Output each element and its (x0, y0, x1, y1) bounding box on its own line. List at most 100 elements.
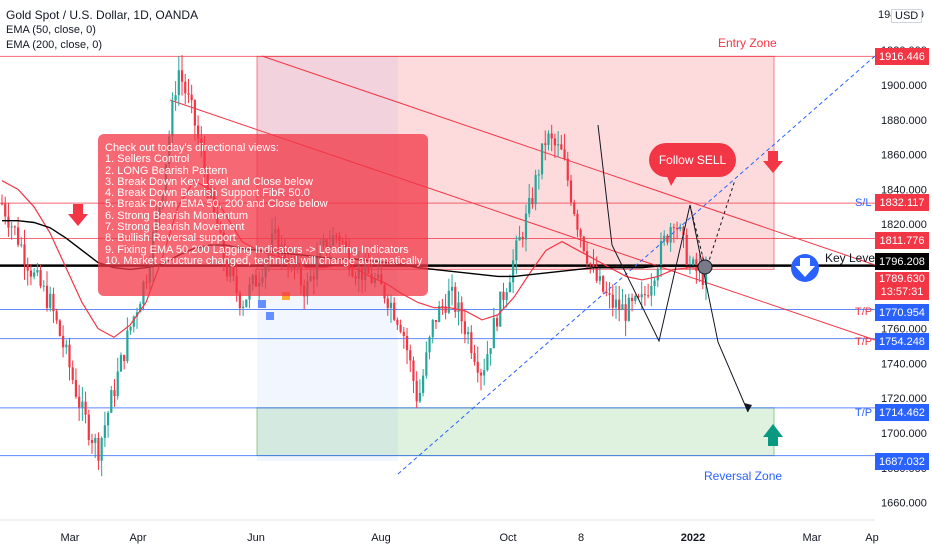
x-tick-label: Aug (371, 532, 391, 544)
candle-body (110, 390, 113, 413)
candle-body (126, 330, 129, 362)
candle-body (563, 149, 566, 159)
candle-body (695, 259, 698, 272)
y-tick-label: 1900.000 (881, 80, 927, 92)
entry-zone-label: Entry Zone (718, 36, 777, 50)
candle-body (499, 291, 502, 327)
candle-body (174, 95, 177, 101)
note-item: 3. Break Down Key Level and Close below (105, 175, 313, 188)
candle-body (441, 305, 444, 307)
candle-body (29, 270, 33, 277)
candle-body (39, 270, 42, 286)
note-item: 9. Fixing EMA 50,200 Lagging Indicators … (105, 243, 409, 256)
candle-body (614, 299, 618, 308)
candle-body (460, 302, 463, 322)
y-tick-label: 1740.000 (881, 358, 927, 370)
y-tick-label: 1840.000 (881, 184, 927, 196)
x-tick-label: Ap (865, 532, 878, 544)
candle-body (402, 331, 405, 336)
candle-body (100, 437, 103, 461)
marker-square (258, 300, 266, 308)
note-heading: Check out today's directional views: (105, 142, 279, 154)
candle-body (389, 302, 393, 309)
current-price-badge: 1789.630 13:57:31 (875, 272, 929, 300)
candle-body (106, 412, 110, 426)
candle-body (49, 293, 52, 308)
candle-body (585, 251, 589, 264)
candle-body (582, 236, 585, 252)
candle-body (139, 304, 142, 313)
candle-body (13, 226, 16, 228)
candle-body (103, 425, 106, 438)
candle-body (540, 143, 544, 175)
candle-body (643, 294, 647, 296)
note-item: 1. Sellers Control (105, 153, 190, 166)
trendline-dashed-support (397, 55, 876, 475)
candle-body (61, 335, 65, 348)
tp1-label: T/P (855, 306, 873, 318)
candle-body (524, 213, 528, 240)
ema200-legend[interactable]: EMA (200, close, 0) (6, 39, 102, 51)
candle-body (405, 335, 409, 351)
candle-body (672, 227, 675, 229)
r1-price-badge: 1811.776 (875, 232, 929, 249)
candle-body (113, 390, 116, 396)
note-item: 2. LONG Bearish Pattern (105, 164, 228, 177)
candle-body (489, 348, 492, 355)
candle-body (679, 226, 682, 230)
up-arrow-icon (763, 424, 783, 446)
candle-body (544, 143, 547, 145)
x-tick-label: 2022 (681, 532, 705, 544)
candle-body (81, 401, 84, 408)
candle-body (637, 295, 640, 298)
candle-body (396, 319, 399, 325)
candle-body (560, 144, 563, 150)
candle-body (94, 437, 97, 444)
note-item: 10. Market structure changed, technical … (105, 254, 423, 267)
candle-body (659, 241, 663, 269)
candle-body (505, 292, 508, 300)
candle-body (431, 319, 434, 338)
candle-body (531, 198, 534, 205)
candle-body (87, 414, 90, 440)
candle-body (434, 319, 438, 322)
candle-body (467, 332, 470, 335)
candle-body (624, 304, 627, 321)
note-item: 4. Break Down Bearish Support FibR 50.0 (105, 187, 310, 200)
candle-body (621, 304, 624, 311)
candle-body (0, 203, 4, 205)
candle-body (704, 266, 708, 285)
ema50-legend[interactable]: EMA (50, close, 0) (6, 24, 96, 36)
candle-body (23, 244, 26, 265)
candle-body (418, 392, 421, 402)
candle-body (42, 285, 45, 287)
candle-body (74, 380, 78, 397)
candle-body (666, 235, 669, 243)
candle-body (116, 371, 119, 396)
candle-body (68, 344, 71, 368)
candle-body (457, 302, 460, 312)
candle-body (193, 100, 196, 126)
tp3-label: T/P (855, 407, 873, 419)
reversal-zone-label: Reversal Zone (704, 469, 783, 483)
candle-body (579, 229, 582, 237)
tp1-price-badge: 1770.954 (875, 304, 929, 321)
currency-label[interactable]: USD (891, 9, 923, 23)
candle-body (412, 360, 415, 381)
marker-square (282, 292, 290, 300)
tp2-label: T/P (855, 336, 873, 348)
note-item: 5. Break Down EMA 50, 200 and Close belo… (105, 198, 328, 211)
key-price-badge: 1796.208 (875, 253, 929, 270)
candle-body (444, 306, 447, 313)
directional-views-note: Check out today's directional views: 1. … (98, 134, 428, 296)
candle-body (473, 353, 476, 362)
candle-body (528, 198, 531, 214)
candle-body (393, 302, 396, 320)
candle-body (569, 180, 573, 203)
candle-body (454, 286, 457, 312)
note-item: 7. Strong Bearish Movement (105, 221, 245, 234)
candle-body (692, 259, 695, 266)
candle-body (553, 138, 557, 146)
candle-body (701, 266, 704, 285)
